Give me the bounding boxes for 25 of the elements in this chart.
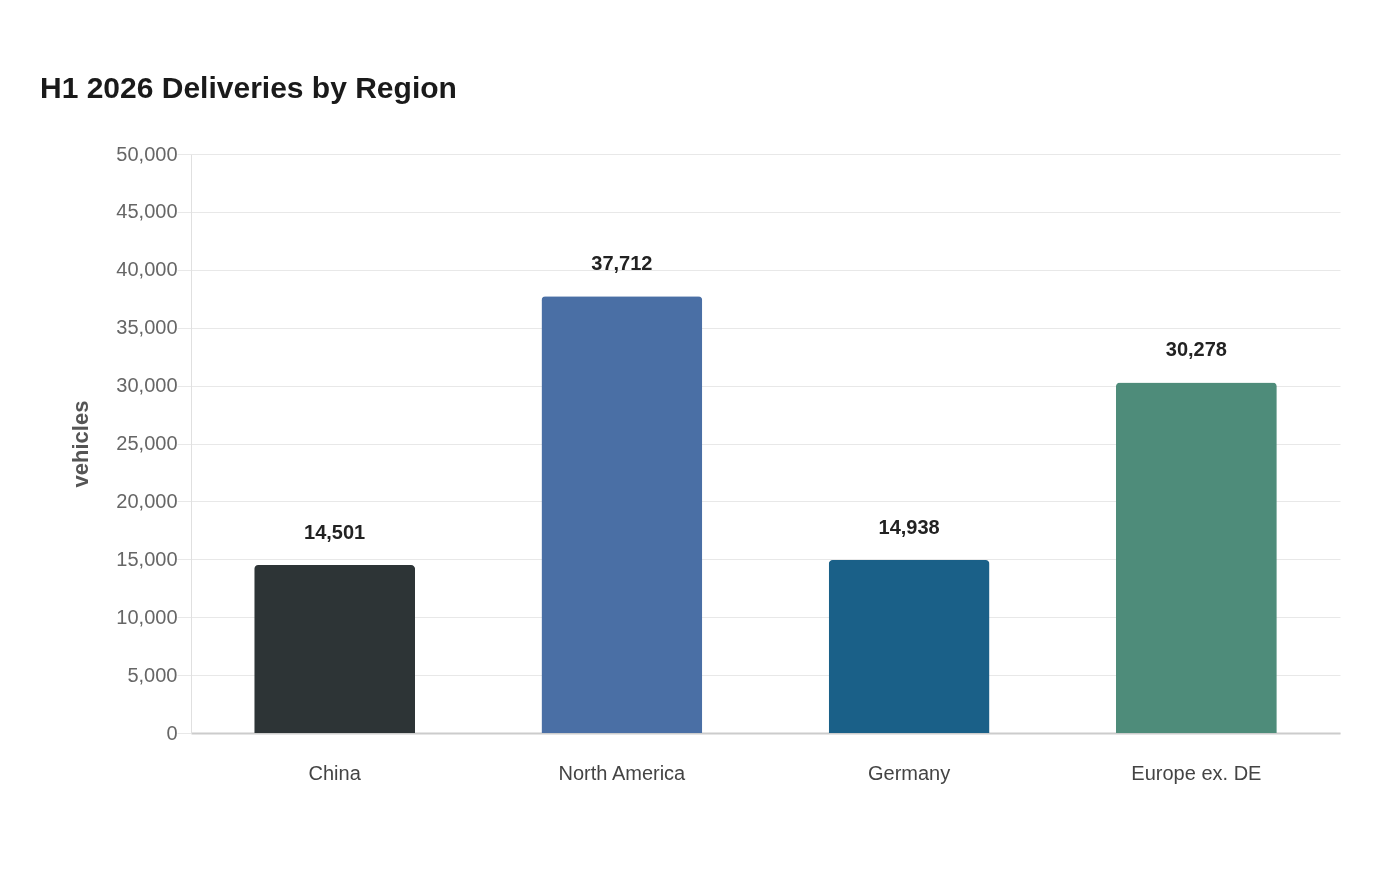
bar: [1115, 382, 1277, 733]
x-tick-label: China: [308, 761, 362, 784]
chart-title: H1 2026 Deliveries by Region: [40, 71, 457, 104]
y-tick-label: 50,000: [116, 142, 178, 165]
y-tick-label: 5,000: [127, 663, 178, 686]
x-tick-label: North America: [558, 761, 687, 784]
data-label: 14,501: [304, 521, 366, 544]
y-tick-label: 35,000: [116, 316, 178, 339]
y-tick-label: 30,000: [116, 374, 178, 397]
y-tick-label: 40,000: [116, 258, 178, 281]
y-tick-label: 20,000: [116, 489, 178, 512]
y-tick-label: 25,000: [116, 432, 178, 454]
bar: [541, 296, 703, 733]
data-label: 37,712: [591, 252, 653, 275]
y-tick-label: 0: [166, 721, 178, 744]
bar: [828, 560, 990, 733]
bar: [254, 565, 416, 733]
x-tick-label: Europe ex. DE: [1131, 761, 1262, 784]
data-label: 14,938: [878, 516, 940, 539]
y-tick-label: 10,000: [116, 605, 178, 628]
y-tick-label: 15,000: [116, 547, 178, 570]
x-tick-label: Germany: [868, 761, 951, 784]
y-tick-label: 45,000: [116, 200, 178, 223]
y-axis-title: vehicles: [68, 400, 94, 488]
data-label: 30,278: [1165, 338, 1227, 361]
